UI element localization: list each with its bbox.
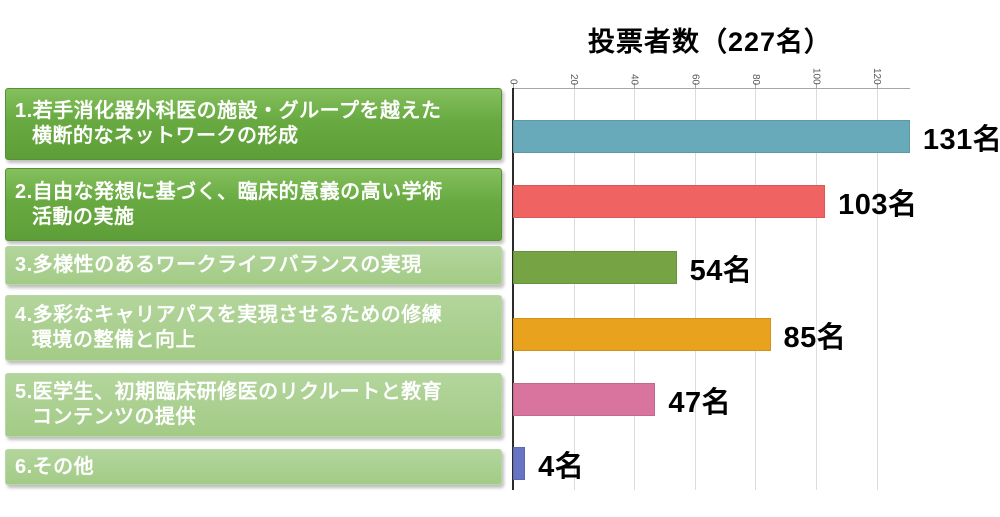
x-axis-tick-label-text: 0 (507, 79, 519, 85)
gridline (755, 89, 757, 490)
y-axis-line (512, 88, 514, 490)
gridline (694, 89, 696, 490)
bar-value-label: 54名 (689, 254, 753, 287)
category-box: 6.その他 (5, 449, 502, 485)
x-axis-tick (755, 83, 757, 88)
x-axis-tick-label-text: 40 (628, 73, 640, 85)
category-label-line: 1.若手消化器外科医の施設・グループを越えた (15, 100, 442, 122)
x-axis-tick-label-text: 100 (810, 68, 822, 85)
bar-value-label: 85名 (783, 321, 847, 354)
x-axis-tick-label-text: 120 (871, 68, 883, 85)
category-label-line: 活動の実施 (32, 205, 135, 228)
bar (513, 318, 771, 351)
category-box: 5.医学生、初期臨床研修医のリクルートと教育コンテンツの提供 (5, 373, 502, 437)
category-label-line: 4.多彩なキャリアパスを実現させるための修練 (15, 304, 443, 326)
x-axis-tick-label: 80 (741, 55, 769, 85)
x-axis-tick (816, 83, 817, 88)
gridline (816, 89, 817, 490)
x-axis-tick-label-text: 60 (689, 73, 701, 85)
category-label-line: 3.多様性のあるワークライフバランスの実現 (15, 254, 422, 276)
x-axis-tick-label: 60 (681, 55, 709, 85)
x-axis-tick (513, 83, 514, 88)
chart-title: 投票者数（227名） (587, 27, 833, 57)
category-label-line: 2.自由な発想に基づく、臨床的意義の高い学術 (15, 180, 443, 203)
bar-value-label: 47名 (668, 386, 732, 419)
bar-value-label: 4名 (538, 450, 585, 483)
x-axis-tick-label: 20 (560, 55, 588, 85)
gridline (573, 89, 575, 490)
x-axis-tick-label: 120 (863, 55, 891, 85)
category-label-line: 6.その他 (15, 455, 95, 478)
gridline (634, 89, 636, 490)
bar (513, 251, 677, 284)
category-label-line: コンテンツの提供 (32, 406, 196, 428)
gridline (876, 89, 878, 490)
category-box: 3.多様性のあるワークライフバランスの実現 (5, 246, 502, 285)
category-label-line: 環境の整備と向上 (32, 329, 196, 351)
bar-value-label: 131名 (922, 123, 1000, 156)
x-axis-tick (573, 83, 575, 88)
x-axis-tick (694, 83, 696, 88)
category-label-line: 5.医学生、初期臨床研修医のリクルートと教育 (15, 381, 443, 403)
x-axis-tick-label: 0 (499, 55, 527, 85)
x-axis-line (513, 88, 910, 89)
bar (513, 120, 910, 153)
category-label-line: 横断的なネットワークの形成 (32, 125, 299, 147)
x-axis-tick-label-text: 20 (568, 73, 580, 85)
category-box: 1.若手消化器外科医の施設・グループを越えた横断的なネットワークの形成 (5, 88, 502, 160)
x-axis-tick (876, 83, 878, 88)
category-box: 2.自由な発想に基づく、臨床的意義の高い学術 活動の実施 (5, 168, 502, 241)
bar (513, 185, 826, 218)
bar-value-label: 103名 (838, 188, 918, 221)
x-axis-tick-label-text: 80 (749, 73, 761, 85)
x-axis-tick-label: 100 (802, 55, 830, 85)
bar (513, 447, 526, 480)
category-box: 4.多彩なキャリアパスを実現させるための修練環境の整備と向上 (5, 295, 502, 361)
bar (513, 383, 656, 416)
x-axis-tick-label: 40 (620, 55, 648, 85)
x-axis-tick (634, 83, 636, 88)
